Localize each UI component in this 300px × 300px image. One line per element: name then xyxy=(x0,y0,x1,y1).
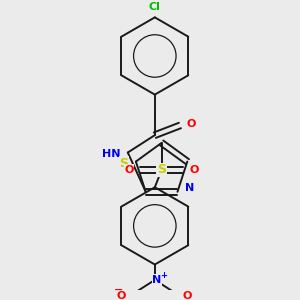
Text: O: O xyxy=(187,118,196,129)
Text: +: + xyxy=(160,271,167,280)
Text: O: O xyxy=(116,291,126,300)
Text: Cl: Cl xyxy=(149,2,161,12)
Text: O: O xyxy=(190,165,199,175)
Text: O: O xyxy=(124,165,134,175)
Text: −: − xyxy=(113,285,123,295)
Text: S: S xyxy=(157,164,166,176)
Text: O: O xyxy=(183,291,192,300)
Text: HN: HN xyxy=(102,149,120,160)
Text: N: N xyxy=(185,183,194,193)
Text: S: S xyxy=(119,157,128,170)
Text: N: N xyxy=(152,275,161,285)
